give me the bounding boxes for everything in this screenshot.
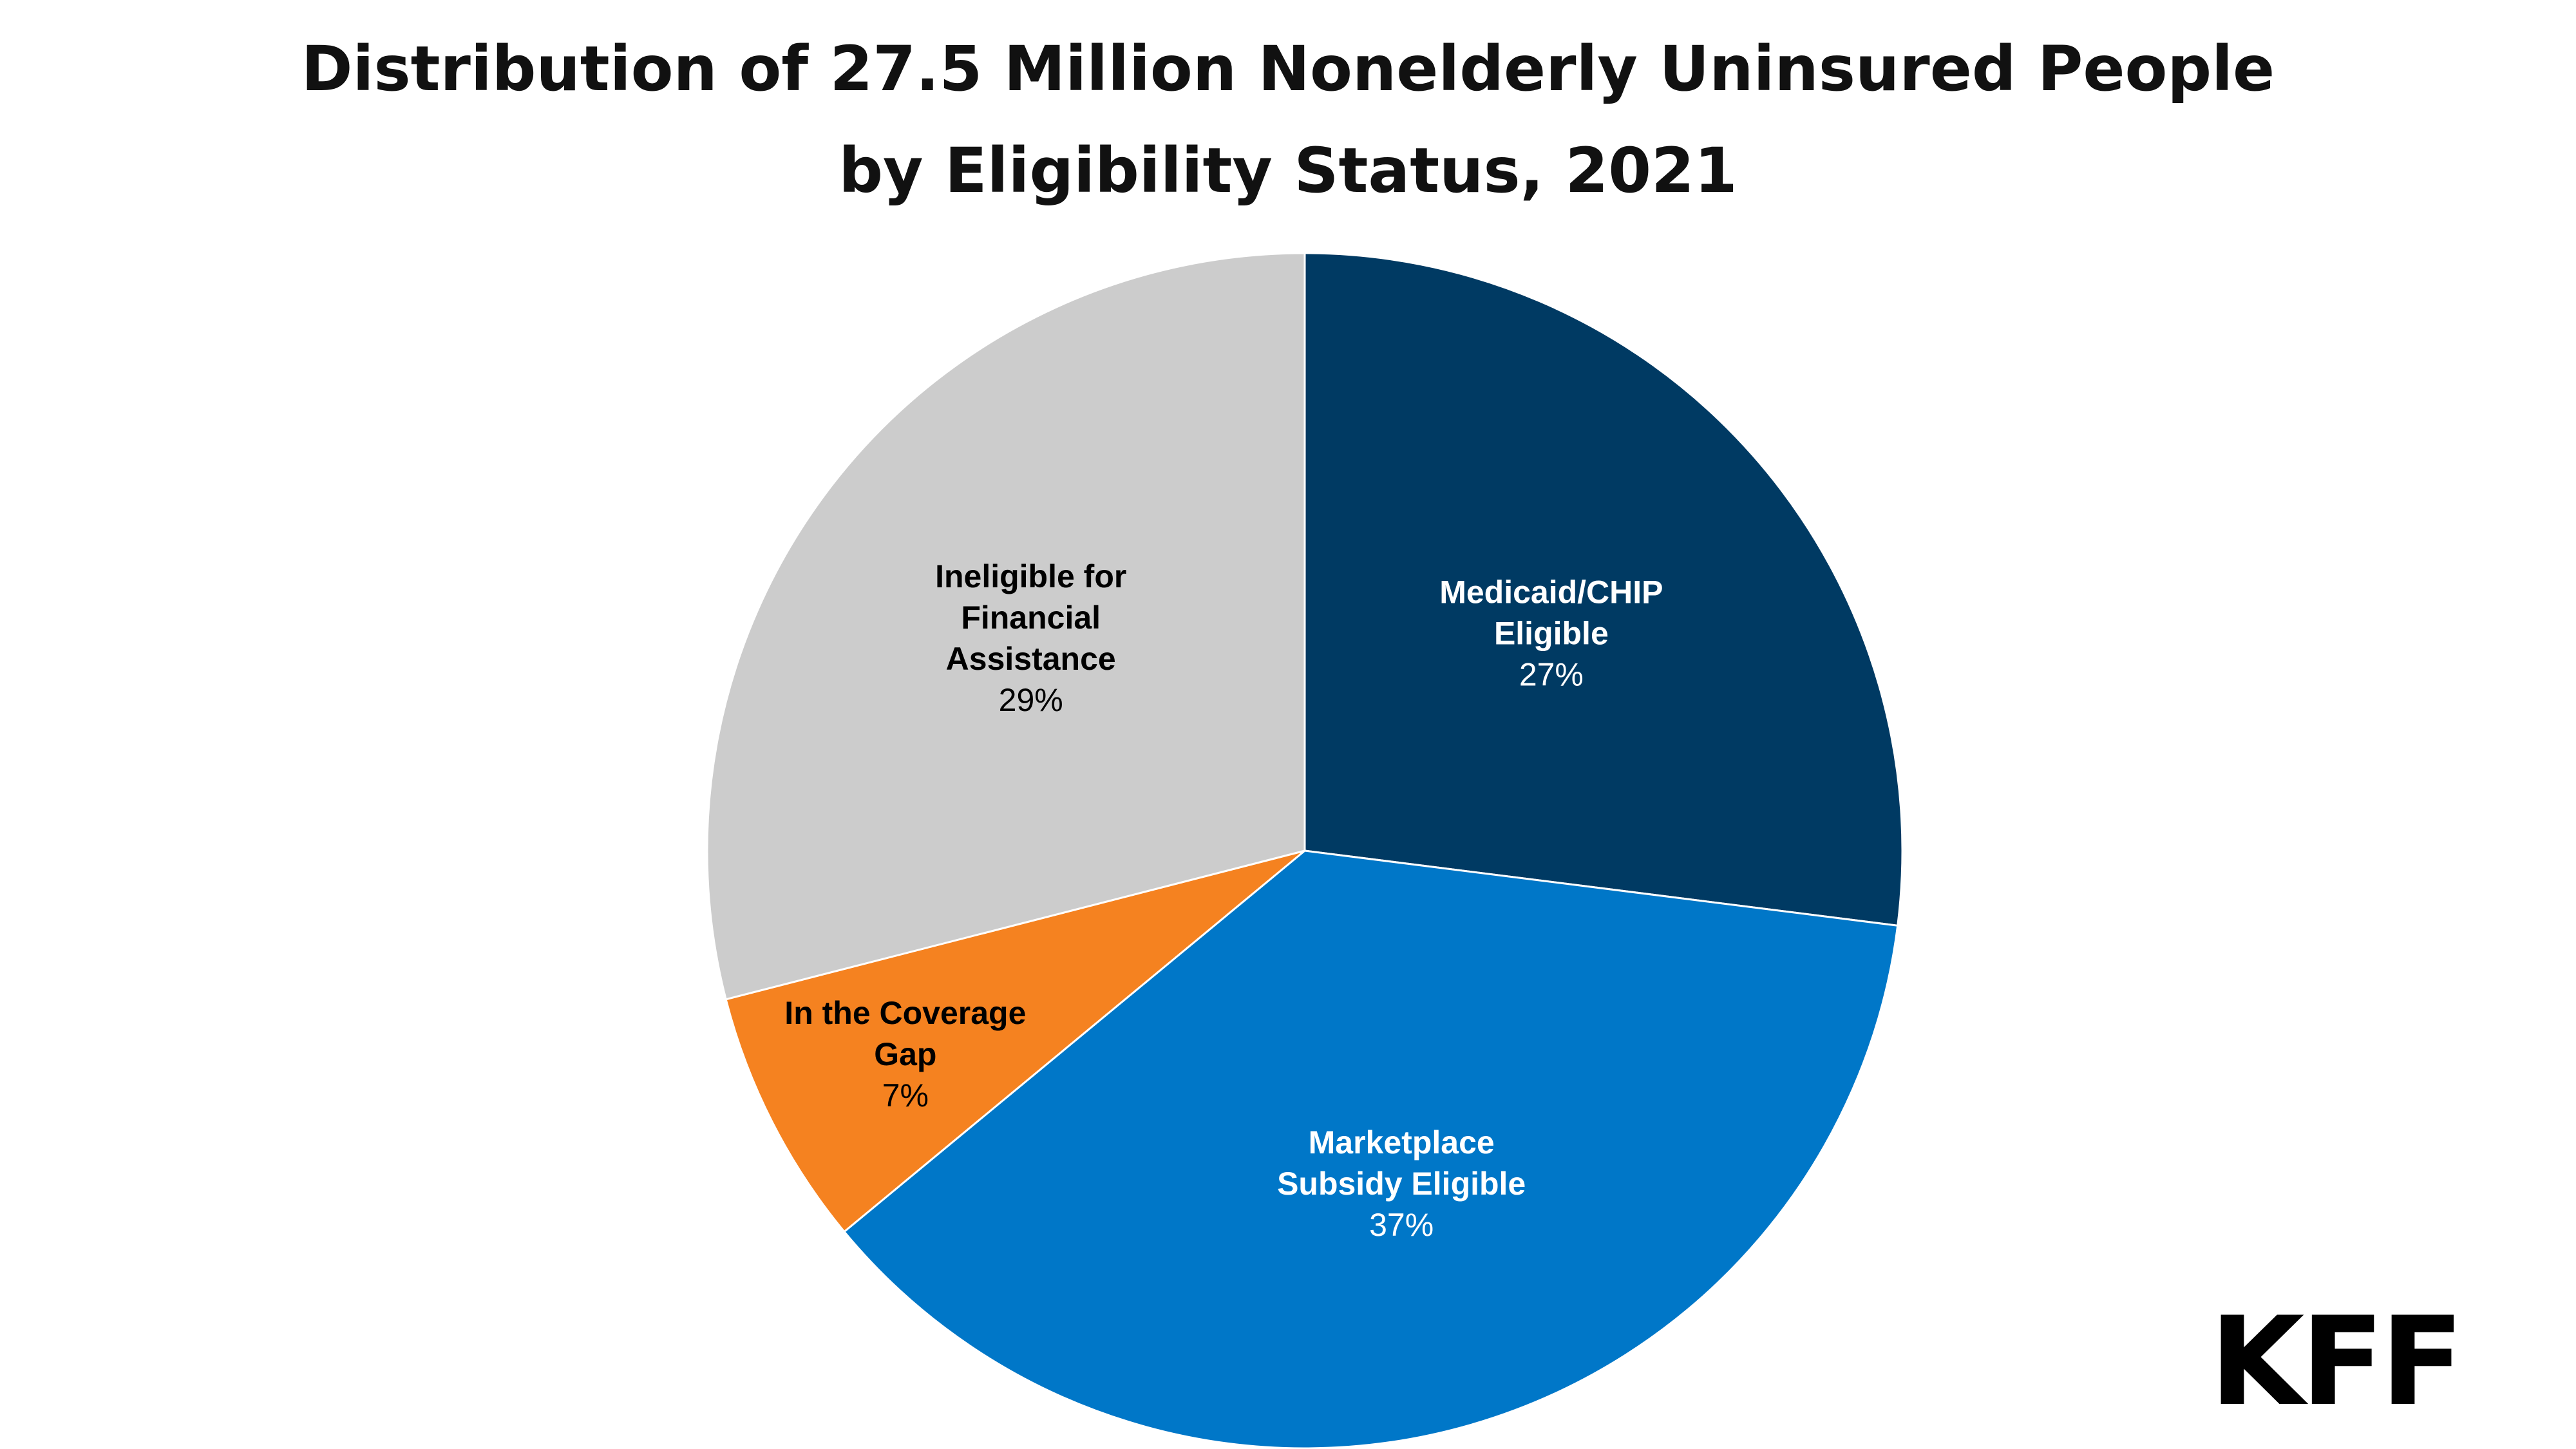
slice-label: Gap	[874, 1036, 936, 1072]
pie-slice	[706, 252, 1306, 1001]
chart-title-line-2: by Eligibility Status, 2021	[838, 135, 1737, 207]
slice-label: Ineligible for	[935, 558, 1126, 594]
slice-value-label: 29%	[999, 682, 1063, 718]
pie-slice	[842, 849, 1899, 1449]
slice-value-label: 27%	[1519, 656, 1584, 692]
slice-label: Marketplace	[1309, 1124, 1495, 1160]
kff-logo: KFF	[2210, 1291, 2460, 1433]
slice-label: Eligible	[1494, 615, 1609, 651]
slice-label: Subsidy Eligible	[1277, 1166, 1526, 1202]
slice-value-label: 37%	[1369, 1207, 1434, 1243]
slice-label: In the Coverage	[784, 995, 1026, 1031]
slice-label: Financial	[961, 600, 1101, 636]
slice-label: Assistance	[946, 641, 1116, 677]
pie-slice	[1303, 252, 1904, 927]
pie-slice	[724, 849, 1305, 1233]
slice-value-label: 7%	[882, 1077, 929, 1113]
slice-label: Medicaid/CHIP	[1439, 574, 1663, 610]
chart-title-line-1: Distribution of 27.5 Million Nonelderly …	[301, 33, 2275, 105]
